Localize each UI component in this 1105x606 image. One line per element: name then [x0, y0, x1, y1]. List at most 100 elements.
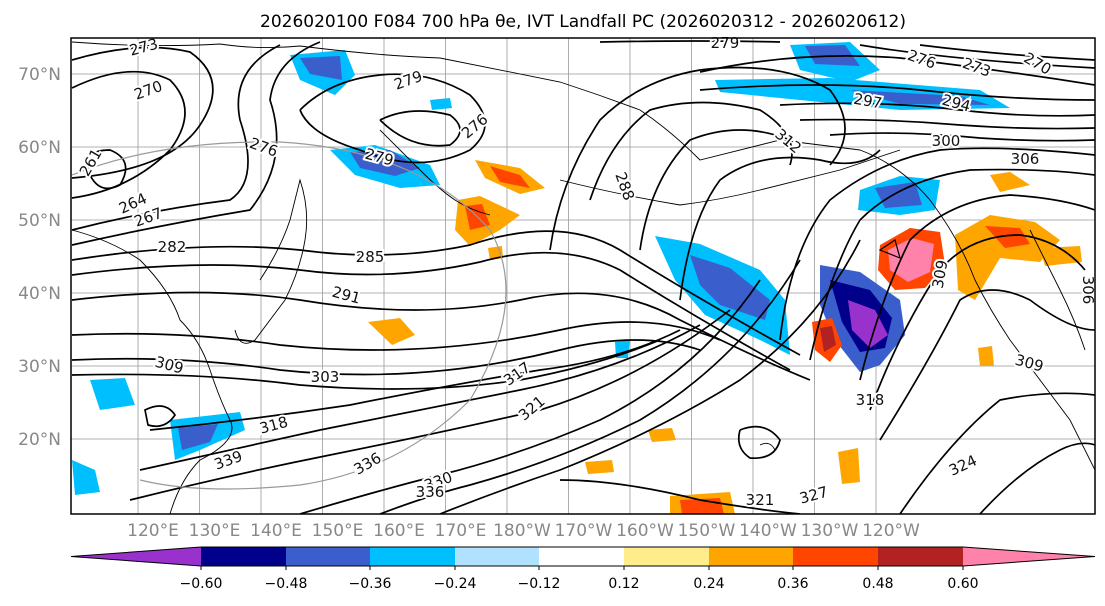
contour-line	[899, 392, 1095, 514]
lat-label: 30°N	[18, 357, 61, 377]
marker	[878, 239, 901, 260]
contour-label: 303	[311, 368, 340, 386]
colorbar-segment	[793, 547, 878, 566]
lon-label: 180°W	[493, 521, 551, 541]
shade-patch	[978, 346, 994, 366]
lon-label: 170°E	[435, 521, 487, 541]
contour-line	[699, 84, 1095, 101]
lon-label: 160°W	[616, 521, 674, 541]
shade-patch	[648, 428, 676, 442]
coastline	[71, 41, 1095, 471]
lon-label: 140°E	[250, 521, 302, 541]
lon-label: 130°E	[189, 521, 241, 541]
lon-label: 120°W	[862, 521, 920, 541]
contour-line	[299, 73, 486, 164]
contour-label: 336	[416, 483, 445, 501]
colorbar-segment	[370, 547, 455, 566]
contour-line	[439, 239, 861, 514]
contour-line	[71, 230, 801, 356]
coastline	[759, 442, 776, 451]
shade-patch	[838, 448, 860, 484]
contour-label: 306	[1011, 150, 1040, 168]
colorbar-tick-label: −0.60	[180, 576, 223, 592]
map-frame	[70, 37, 1096, 515]
contour-line	[71, 291, 811, 381]
shade-patch	[90, 378, 135, 410]
lat-label: 60°N	[18, 138, 61, 158]
shade-patch	[850, 90, 990, 105]
contour-line	[71, 321, 721, 351]
shade-patch	[888, 238, 934, 282]
coastlines	[71, 41, 1095, 514]
colorbar-segment	[71, 547, 201, 566]
contour-line	[829, 132, 1095, 142]
shade-patch	[178, 424, 218, 450]
contour-label: 285	[356, 248, 385, 266]
shade-patch	[848, 300, 888, 348]
lon-label: 150°W	[678, 521, 736, 541]
shade-patch	[490, 166, 530, 188]
contour-line	[919, 44, 1095, 61]
contour-line	[779, 147, 1095, 341]
contour-line	[71, 70, 186, 199]
lon-labels: 120°E 130°E 140°E 150°E 160°E 170°E 180°W 170°W…	[127, 521, 920, 541]
lat-label: 20°N	[18, 430, 61, 450]
theta-e-contours	[71, 40, 1095, 514]
lon-label: 160°E	[373, 521, 425, 541]
contour-line	[129, 309, 731, 501]
contour-line	[979, 442, 1095, 514]
colorbar-tick-label: 0.36	[777, 576, 808, 592]
colorbar: −0.60 −0.48 −0.36 −0.24 −0.12 0.12 0.24 0.36 0.4…	[70, 546, 1096, 592]
contour-line	[71, 251, 791, 371]
shade-patch	[350, 150, 420, 176]
colorbar-tick-label: 0.60	[947, 576, 978, 592]
contour-line	[679, 149, 881, 301]
contour-line	[589, 101, 793, 201]
colorbar-segment	[963, 547, 1095, 566]
lat-labels: 70°N 60°N 50°N 40°N 30°N 20°N	[18, 65, 61, 450]
colorbar-segment	[201, 547, 286, 566]
contour-line	[859, 44, 1095, 69]
contour-line	[699, 55, 1095, 86]
shade-patch	[585, 460, 614, 474]
colorbar-segment	[286, 547, 370, 566]
colorbar-tick-label: −0.48	[265, 576, 308, 592]
contour-line	[599, 40, 781, 43]
contour-line	[869, 234, 1086, 411]
colorbar-segment	[539, 547, 624, 566]
shade-patch	[368, 318, 415, 345]
lon-label: 140°W	[739, 521, 797, 541]
colorbar-segment	[709, 547, 793, 566]
contour-line	[299, 279, 761, 514]
coastline	[379, 129, 491, 216]
contour-label: 282	[158, 238, 187, 256]
colorbar-tick-label: 0.24	[693, 576, 724, 592]
shade-patch	[820, 326, 836, 352]
contour-line	[71, 41, 321, 246]
colorbar-segment	[624, 547, 709, 566]
shaded-anomalies	[72, 42, 1082, 514]
contour-line	[799, 118, 1095, 130]
contour-line	[379, 259, 801, 514]
coastline	[559, 149, 901, 206]
contour-line	[549, 66, 846, 251]
shade-patch	[300, 56, 342, 80]
shade-patch	[985, 226, 1030, 248]
shade-patch	[72, 460, 100, 495]
coastline	[1029, 229, 1086, 351]
range-ring	[71, 141, 507, 490]
contour-line	[71, 339, 661, 390]
colorbar-tick-label: −0.12	[518, 576, 561, 592]
coastline	[234, 178, 308, 344]
contour-line	[149, 329, 681, 431]
contour-line	[86, 149, 127, 190]
contour-line	[879, 289, 1095, 441]
shade-patch	[875, 182, 922, 208]
contour-line	[71, 44, 281, 231]
contour-label: 306	[1079, 276, 1097, 305]
colorbar-tick-label: 0.48	[862, 576, 893, 592]
lat-label: 70°N	[18, 65, 61, 85]
contour-line	[639, 129, 791, 251]
